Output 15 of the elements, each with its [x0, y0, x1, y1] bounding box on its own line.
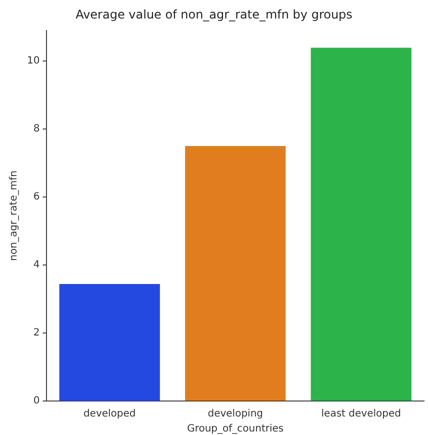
- x-tick-label: least developed: [321, 408, 401, 420]
- y-axis-title: non_agr_rate_mfn: [8, 170, 20, 261]
- y-tick-label: 4: [33, 260, 40, 271]
- y-tick-label: 0: [33, 396, 40, 407]
- bar: [59, 284, 160, 400]
- x-tick-label: developed: [83, 408, 136, 420]
- chart-title: Average value of non_agr_rate_mfn by groups: [76, 7, 352, 22]
- bar: [310, 48, 412, 400]
- x-axis-title: Group_of_countries: [187, 424, 284, 435]
- y-tick-label: 2: [33, 328, 40, 339]
- bar: [185, 146, 286, 400]
- x-tick-label: developing: [208, 408, 264, 420]
- y-tick-label: 8: [33, 124, 40, 135]
- y-tick-label: 10: [26, 56, 40, 67]
- y-tick-label: 6: [33, 192, 40, 203]
